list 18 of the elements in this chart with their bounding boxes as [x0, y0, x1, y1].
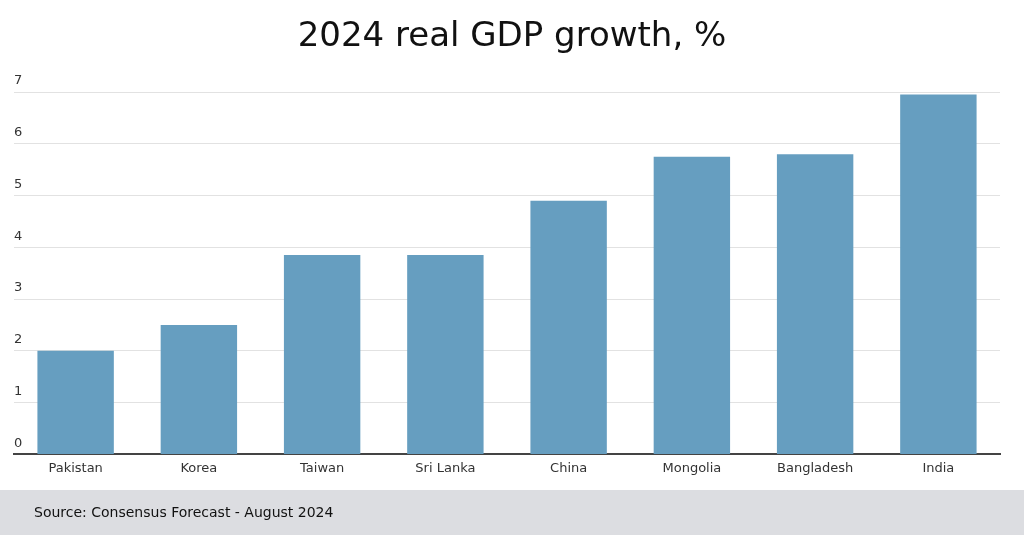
y-tick-label: 7	[14, 72, 23, 88]
x-tick-label: Taiwan	[299, 459, 345, 475]
source-note: Source: Consensus Forecast - August 2024	[34, 504, 334, 520]
y-tick-label: 3	[14, 279, 23, 295]
x-tick-label: India	[922, 459, 955, 475]
x-tick-label: Sri Lanka	[415, 459, 476, 475]
x-tick-label: China	[550, 459, 588, 475]
y-tick-label: 4	[14, 227, 23, 243]
y-tick-label: 6	[14, 124, 23, 140]
y-tick-label: 2	[14, 331, 23, 347]
x-tick-label: Korea	[180, 459, 218, 475]
y-tick-label: 0	[14, 434, 23, 450]
x-tick-label: Pakistan	[48, 459, 103, 475]
x-tick-label: Bangladesh	[777, 459, 854, 475]
chart-title: 2024 real GDP growth, %	[296, 14, 728, 54]
x-tick-label: Mongolia	[662, 459, 722, 475]
y-tick-label: 5	[14, 175, 23, 191]
y-tick-label: 1	[14, 383, 23, 398]
